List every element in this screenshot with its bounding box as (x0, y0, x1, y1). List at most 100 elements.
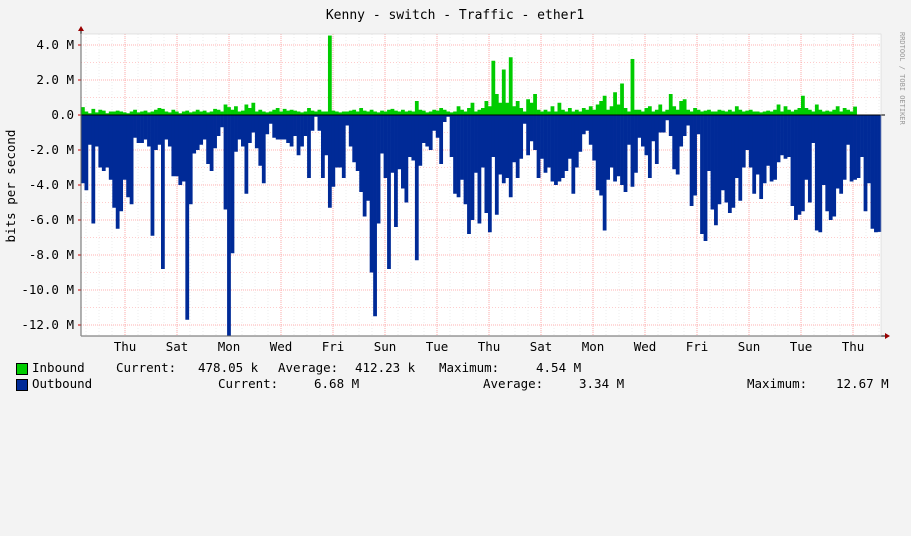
x-tick-label: Mon (582, 339, 605, 354)
outbound-bar (707, 115, 711, 171)
outbound-bar (780, 115, 784, 156)
outbound-bar (762, 115, 767, 184)
inbound-bar (167, 112, 172, 116)
inbound-bar (258, 109, 263, 115)
inbound-bar (554, 111, 558, 115)
outbound-bar (432, 115, 437, 131)
inbound-bar (547, 111, 551, 115)
inbound-bar (108, 111, 113, 115)
outbound-bar (550, 115, 555, 182)
outbound-bar (721, 115, 725, 191)
outbound-bar (571, 115, 576, 194)
inbound-bar (780, 111, 784, 115)
inbound-bar (174, 111, 179, 115)
outbound-bar (693, 115, 697, 196)
inbound-bar (421, 110, 426, 116)
inbound-bar (129, 111, 134, 115)
outbound-bar (376, 115, 381, 224)
inbound-bar (209, 111, 214, 115)
inbound-bar (254, 111, 259, 115)
outbound-bar (703, 115, 708, 241)
outbound-bar (874, 115, 878, 233)
outbound-bar (748, 115, 753, 168)
inbound-bar (324, 111, 329, 115)
inbound-bar (526, 99, 530, 115)
inbound-bar (327, 35, 332, 115)
outbound-bar (783, 115, 788, 159)
outbound-bar (533, 115, 537, 150)
outbound-bar (561, 115, 565, 178)
outbound-bar (578, 115, 583, 152)
outbound-current-value: 6.68 M (314, 376, 360, 391)
outbound-bar (592, 115, 597, 161)
outbound-bar (494, 115, 499, 215)
inbound-bar (401, 109, 405, 115)
outbound-bar (807, 115, 812, 203)
outbound-bar (446, 115, 450, 117)
y-tick-label: -6.0 M (29, 212, 74, 227)
inbound-bar (745, 110, 750, 116)
inbound-bar (307, 108, 311, 115)
outbound-bar (679, 115, 684, 147)
inbound-bar (574, 109, 579, 115)
inbound-bar (157, 108, 162, 115)
x-tick-label: Wed (270, 339, 293, 354)
outbound-bar (849, 115, 854, 182)
outbound-bar (213, 115, 217, 149)
inbound-bar (484, 101, 489, 115)
outbound-bar (81, 115, 85, 184)
outbound-bar (846, 115, 850, 145)
y-axis-label: bits per second (3, 130, 18, 243)
outbound-bar (877, 115, 882, 232)
outbound-bar (394, 115, 398, 227)
outbound-bar (630, 115, 635, 187)
outbound-maximum-label: Maximum: (747, 376, 808, 391)
inbound-bar (84, 111, 89, 115)
inbound-bar (807, 109, 812, 115)
outbound-bar (557, 115, 562, 182)
outbound-bar (731, 115, 736, 208)
outbound-bar (383, 115, 388, 178)
outbound-bar (675, 115, 680, 175)
outbound-bar (585, 115, 590, 131)
x-tick-label: Sat (166, 339, 189, 354)
traffic-graph: Kenny - switch - Traffic - ether1 bits p… (3, 8, 890, 354)
y-tick-labels: 4.0 M 2.0 M 0.0 -2.0 M -4.0 M -6.0 M -8.0 M -10… (21, 37, 74, 332)
outbound-bar (540, 115, 544, 159)
outbound-bar (787, 115, 791, 157)
inbound-bar (616, 104, 621, 115)
outbound-bar (755, 115, 760, 175)
inbound-bar (119, 111, 124, 115)
outbound-bar (331, 115, 336, 187)
outbound-bar (814, 115, 819, 231)
outbound-bar (505, 115, 510, 178)
inbound-bar (334, 111, 339, 115)
outbound-bar (526, 115, 530, 156)
y-tick-label: -2.0 M (29, 142, 74, 157)
outbound-bar (108, 115, 113, 180)
inbound-bar (317, 109, 322, 115)
outbound-bar (206, 115, 210, 164)
outbound-bar (460, 115, 464, 180)
inbound-bar (508, 57, 513, 115)
outbound-bar (870, 115, 875, 229)
inbound-bar (122, 112, 127, 116)
inbound-bar (310, 110, 315, 116)
outbound-bar (637, 115, 642, 138)
outbound-bar (241, 115, 245, 147)
x-tick-label: Mon (218, 339, 241, 354)
outbound-bar (515, 115, 520, 178)
inbound-bar (585, 109, 590, 115)
outbound-bar (481, 115, 485, 168)
outbound-bar (380, 115, 384, 154)
outbound-bar (87, 115, 92, 145)
outbound-bar (651, 115, 656, 142)
x-tick-label: Thu (114, 339, 137, 354)
outbound-bar (641, 115, 645, 147)
inbound-bar (178, 113, 183, 115)
inbound-bar (154, 109, 158, 115)
outbound-bar (588, 115, 593, 145)
y-tick-label: 2.0 M (36, 72, 74, 87)
outbound-bar (150, 115, 155, 236)
inbound-bar (846, 109, 850, 115)
